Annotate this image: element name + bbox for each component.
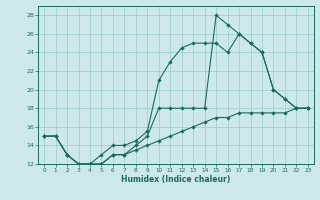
X-axis label: Humidex (Indice chaleur): Humidex (Indice chaleur) <box>121 175 231 184</box>
